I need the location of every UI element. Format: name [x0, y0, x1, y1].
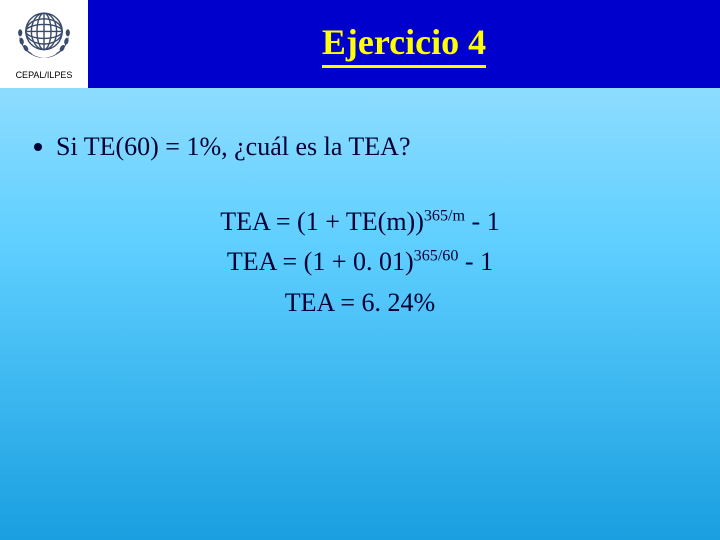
formula-1-tail: - 1	[465, 207, 500, 236]
logo-box: CEPAL/ILPES	[0, 0, 88, 88]
formula-2-tail: - 1	[458, 247, 493, 276]
formula-line-3: TEA = 6. 24%	[28, 283, 692, 323]
formula-line-1: TEA = (1 + TE(m))365/m - 1	[28, 202, 692, 242]
slide-header: CEPAL/ILPES Ejercicio 4	[0, 0, 720, 88]
un-eclac-logo-icon	[9, 2, 79, 72]
formula-block: TEA = (1 + TE(m))365/m - 1 TEA = (1 + 0.…	[28, 202, 692, 323]
slide-content: Si TE(60) = 1%, ¿cuál es la TEA? TEA = (…	[0, 88, 720, 323]
bullet-item: Si TE(60) = 1%, ¿cuál es la TEA?	[28, 132, 692, 162]
bullet-dot-icon	[34, 143, 42, 151]
logo-caption: CEPAL/ILPES	[16, 70, 73, 80]
formula-2-sup: 365/60	[414, 248, 459, 265]
bullet-text: Si TE(60) = 1%, ¿cuál es la TEA?	[56, 132, 411, 162]
formula-1-base: TEA = (1 + TE(m))	[220, 207, 424, 236]
formula-2-base: TEA = (1 + 0. 01)	[227, 247, 414, 276]
slide-title: Ejercicio 4	[322, 21, 486, 68]
formula-line-2: TEA = (1 + 0. 01)365/60 - 1	[28, 242, 692, 282]
title-bar: Ejercicio 4	[88, 0, 720, 88]
formula-1-sup: 365/m	[424, 207, 465, 224]
